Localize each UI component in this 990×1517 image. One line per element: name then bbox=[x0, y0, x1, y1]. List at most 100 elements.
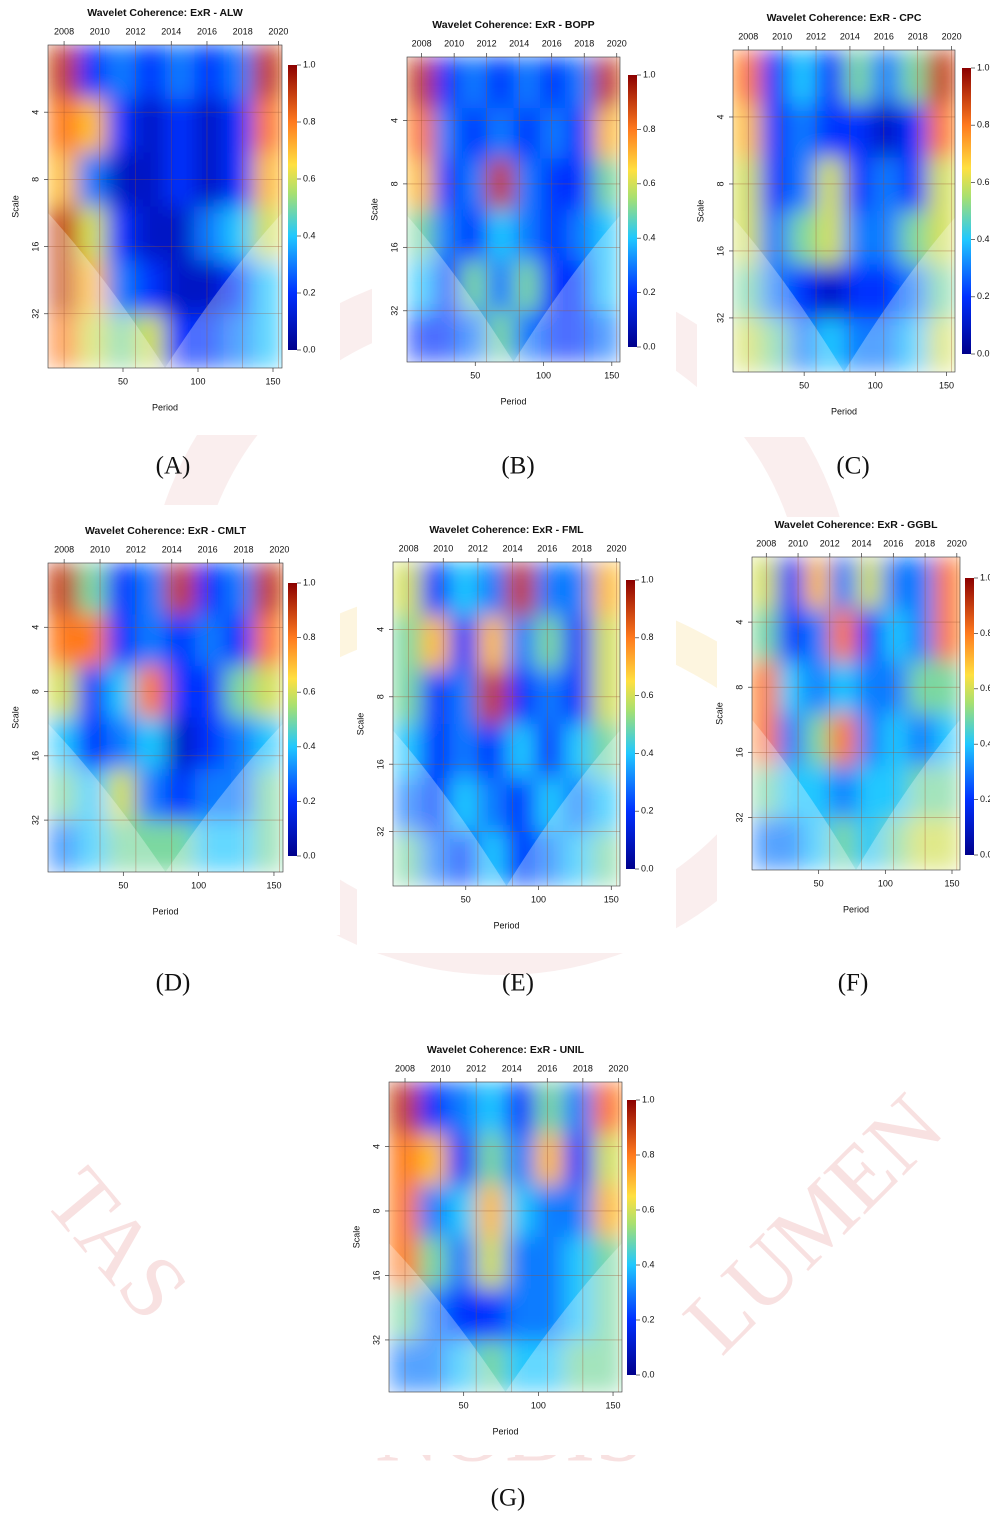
colorbar-tick-label: 0.8 bbox=[303, 116, 316, 126]
heat-cell bbox=[421, 670, 450, 725]
heat-cell bbox=[48, 45, 78, 99]
x2-tick-label: 2018 bbox=[572, 543, 592, 553]
heat-cell bbox=[593, 1134, 623, 1186]
heat-cell bbox=[506, 1185, 536, 1237]
heat-cell bbox=[514, 57, 541, 108]
colorbar-tick-label: 0.0 bbox=[641, 863, 654, 873]
x2-tick-label: 2018 bbox=[234, 544, 254, 554]
heat-cell bbox=[830, 714, 857, 767]
heat-cell bbox=[478, 724, 507, 779]
heat-cell bbox=[882, 661, 909, 714]
x2-tick-label: 2020 bbox=[607, 38, 627, 48]
panel-caption: (F) bbox=[838, 970, 869, 997]
heat-cell bbox=[476, 1185, 506, 1237]
heat-cell bbox=[830, 766, 857, 819]
x2-tick-label: 2010 bbox=[444, 38, 464, 48]
heatmap bbox=[407, 57, 621, 363]
heat-cell bbox=[136, 718, 166, 770]
x2-tick-label: 2020 bbox=[607, 543, 627, 553]
heat-cell bbox=[224, 99, 254, 153]
heat-cell bbox=[393, 670, 422, 725]
heat-cell bbox=[166, 615, 196, 667]
x2-tick-label: 2012 bbox=[466, 1063, 486, 1073]
heat-cell bbox=[804, 609, 831, 662]
colorbar-tick-label: 0.6 bbox=[977, 177, 990, 187]
x2-tick-label: 2010 bbox=[90, 544, 110, 554]
x2-tick-label: 2016 bbox=[542, 38, 562, 48]
y-tick-label: 32 bbox=[30, 815, 40, 825]
x2-tick-label: 2012 bbox=[126, 26, 146, 36]
y-tick-label: 4 bbox=[389, 118, 399, 123]
heat-cell bbox=[507, 778, 536, 833]
heat-cell bbox=[165, 99, 195, 153]
heat-cell bbox=[476, 1134, 506, 1186]
colorbar bbox=[626, 580, 635, 869]
heat-cell bbox=[393, 562, 422, 617]
heat-cell bbox=[733, 157, 761, 211]
heat-cell bbox=[900, 50, 928, 104]
heat-cell bbox=[166, 769, 196, 821]
watermark-text: TAS bbox=[27, 1150, 208, 1338]
x-axis-label: Period bbox=[831, 406, 857, 416]
colorbar-tick-label: 0.2 bbox=[641, 806, 654, 816]
x-tick-label: 150 bbox=[604, 894, 619, 904]
heat-cell bbox=[136, 45, 166, 99]
heat-cell bbox=[107, 666, 137, 718]
colorbar bbox=[288, 65, 297, 350]
heat-cell bbox=[856, 609, 883, 662]
heat-cell bbox=[136, 207, 166, 261]
heat-cell bbox=[844, 50, 872, 104]
x-tick-label: 100 bbox=[536, 370, 551, 380]
heat-cell bbox=[816, 157, 844, 211]
heat-cell bbox=[752, 609, 779, 662]
colorbar-tick-label: 0.0 bbox=[642, 1369, 655, 1379]
heat-cell bbox=[593, 57, 620, 108]
heat-cell bbox=[476, 1289, 506, 1341]
heat-cell bbox=[804, 661, 831, 714]
colorbar-tick-label: 0.2 bbox=[977, 291, 990, 301]
heat-cell bbox=[107, 718, 137, 770]
chart-title: Wavelet Coherence: ExR - FML bbox=[429, 524, 584, 536]
colorbar-tick-label: 0.2 bbox=[303, 796, 316, 806]
heat-cell bbox=[507, 616, 536, 671]
heat-cell bbox=[856, 557, 883, 610]
heat-cell bbox=[778, 609, 805, 662]
x2-tick-label: 2020 bbox=[942, 31, 962, 41]
y-tick-label: 8 bbox=[389, 181, 399, 186]
x2-tick-label: 2010 bbox=[772, 31, 792, 41]
x2-tick-label: 2020 bbox=[947, 538, 967, 548]
colorbar-tick-label: 0.0 bbox=[643, 341, 656, 351]
x2-tick-label: 2020 bbox=[269, 544, 289, 554]
heat-cell bbox=[107, 563, 137, 615]
heat-cell bbox=[224, 666, 254, 718]
heat-cell bbox=[48, 615, 78, 667]
x2-tick-label: 2014 bbox=[509, 38, 529, 48]
heat-cell bbox=[540, 57, 567, 108]
heat-cell bbox=[535, 1237, 565, 1289]
x-tick-label: 100 bbox=[190, 376, 205, 386]
y-axis-label: Scale bbox=[351, 1226, 361, 1249]
heat-cell bbox=[844, 211, 872, 265]
x2-tick-label: 2016 bbox=[197, 26, 217, 36]
heat-cell bbox=[900, 157, 928, 211]
y-tick-label: 4 bbox=[734, 620, 744, 625]
x-tick-label: 150 bbox=[944, 878, 959, 888]
chart-title: Wavelet Coherence: ExR - GGBL bbox=[775, 519, 939, 531]
y-axis-label: Scale bbox=[695, 200, 705, 223]
y-tick-label: 32 bbox=[30, 309, 40, 319]
colorbar-tick-label: 0.0 bbox=[303, 850, 316, 860]
heat-cell bbox=[908, 661, 935, 714]
heat-cell bbox=[195, 615, 225, 667]
heat-cell bbox=[418, 1134, 448, 1186]
heat-cell bbox=[450, 724, 479, 779]
heat-cell bbox=[540, 108, 567, 159]
heat-cell bbox=[882, 557, 909, 610]
heat-cell bbox=[407, 159, 434, 210]
heat-cell bbox=[136, 615, 166, 667]
heat-cell bbox=[418, 1082, 448, 1134]
heat-cell bbox=[136, 666, 166, 718]
heat-cell bbox=[535, 1082, 565, 1134]
heat-cell bbox=[540, 159, 567, 210]
x2-tick-label: 2016 bbox=[198, 544, 218, 554]
x-axis-label: Period bbox=[843, 904, 869, 914]
